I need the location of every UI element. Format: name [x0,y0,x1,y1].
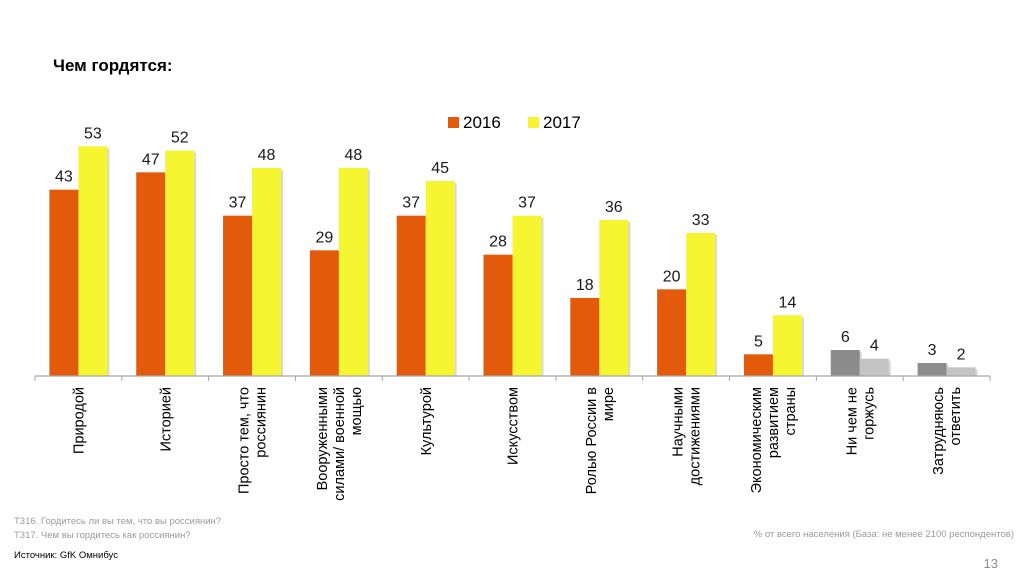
base-note: % от всего населения (База: не менее 210… [753,529,1014,540]
question-note-t317: Т317. Чем вы гордитесь как россиянин? [14,530,191,541]
value-label-2017-10: 2 [957,346,966,363]
bar-2017-6 [599,220,629,376]
bar-2016-10 [917,363,947,376]
question-note-t316: Т316. Гордитесь ли вы тем, что вы россия… [14,516,222,527]
bar-2016-3 [309,250,339,376]
category-label-0: Природой [72,387,88,454]
bar-2017-5 [512,215,542,376]
bar-2017-2 [252,168,282,376]
category-label-10: Затрудняюсьответить [931,387,964,475]
bar-2016-1 [136,172,166,376]
category-label-line: Затрудняюсь [931,387,947,475]
legend-label-2016: 2016 [463,113,501,132]
bar-2016-4 [396,215,426,376]
value-label-2016-4: 37 [402,195,420,212]
value-label-2016-0: 43 [55,169,73,186]
bar-2016-6 [570,298,600,376]
source-note: Источник: GfK Омнибус [14,550,118,561]
bar-chart: 2016 20174353Природой4752Историей3748Прос… [34,113,991,501]
value-label-2017-2: 48 [258,147,276,164]
category-label-7: Научнымидостижениями [671,387,704,485]
bar-2016-8 [743,354,773,376]
bar-2017-4 [425,181,455,376]
value-label-2016-10: 3 [928,342,937,359]
value-label-2017-7: 33 [692,212,710,229]
category-label-line: Историей [158,387,174,452]
category-label-4: Культурой [419,387,435,455]
category-label-line: россиянин [254,387,270,458]
category-label-line: Ни чем не [844,387,860,455]
slide-title: Чем гордятся: [53,56,173,75]
category-label-3: Вооруженнымисилами/ военноймощью [315,387,365,501]
category-label-1: Историей [158,387,174,452]
value-label-2017-5: 37 [518,195,536,212]
bar-2017-7 [686,233,716,376]
bar-2016-9 [830,350,860,376]
category-label-line: Искусством [506,387,522,465]
value-label-2017-6: 36 [605,199,623,216]
value-label-2016-9: 6 [841,329,850,346]
bar-2017-1 [165,150,195,376]
category-label-line: Научными [671,387,687,457]
category-label-2: Просто тем, чтороссиянин [237,387,270,494]
bar-2016-0 [49,189,79,376]
value-label-2016-2: 37 [229,195,247,212]
page-number: 13 [983,556,998,571]
category-label-line: Вооруженными [315,387,331,490]
category-label-5: Искусством [506,387,522,465]
bar-2016-7 [657,289,687,376]
category-label-line: ответить [948,387,964,445]
value-label-2016-5: 28 [489,234,507,251]
bar-2017-8 [772,315,802,376]
value-label-2017-1: 52 [171,130,189,147]
category-label-8: Экономическимразвитиемстраны [749,387,799,493]
value-label-2016-1: 47 [142,151,160,168]
value-label-2016-8: 5 [754,333,763,350]
category-label-line: мире [601,387,617,421]
category-label-line: страны [783,387,799,435]
category-label-line: достижениями [688,387,704,485]
bar-2016-2 [223,215,253,376]
legend-swatch-2016 [448,117,459,128]
category-label-line: Природой [72,387,88,454]
category-label-line: Ролью России в [584,387,600,495]
category-label-line: Просто тем, что [237,387,253,494]
bar-2016-5 [483,254,513,376]
category-label-line: Культурой [419,387,435,455]
category-label-line: мощью [349,387,365,436]
value-label-2017-9: 4 [870,338,879,355]
value-label-2017-4: 45 [431,160,449,177]
category-label-line: развитием [766,387,782,458]
bar-2017-9 [859,358,889,376]
value-label-2017-3: 48 [344,147,362,164]
value-label-2016-7: 20 [663,268,681,285]
value-label-2017-0: 53 [84,125,102,142]
category-label-line: силами/ военной [332,387,348,501]
bar-2017-10 [946,367,976,376]
category-label-line: Экономическим [749,387,765,493]
bar-2017-3 [338,168,368,376]
value-label-2017-8: 14 [779,294,797,311]
category-label-9: Ни чем негоржусь [844,387,877,455]
value-label-2016-3: 29 [315,229,333,246]
category-label-line: горжусь [861,387,877,440]
bar-2017-0 [78,146,108,376]
value-label-2016-6: 18 [576,277,594,294]
legend-swatch-2017 [528,117,539,128]
category-label-6: Ролью России вмире [584,387,617,495]
legend-label-2017: 2017 [543,113,581,132]
